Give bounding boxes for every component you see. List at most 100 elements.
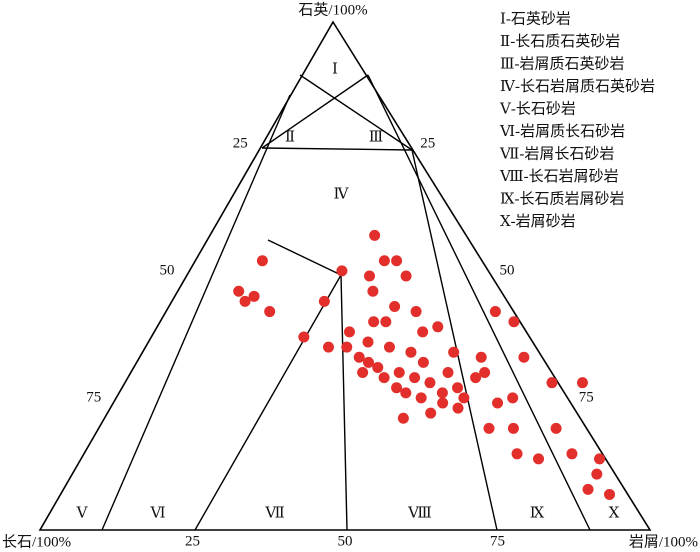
data-point [239,295,251,307]
data-point [405,346,417,358]
data-point [391,255,403,267]
data-point [470,372,482,384]
data-point [425,407,437,419]
boundary-line [411,149,498,531]
data-point [452,382,464,394]
data-point [357,367,369,379]
data-point [566,448,578,460]
data-point [582,483,594,495]
boundary-line [267,239,342,276]
data-point [475,351,487,363]
data-point [409,372,421,384]
data-point [436,387,448,399]
legend-entry: Ⅱ-长石质石英砂岩 [500,32,620,50]
right-tick-label: 50 [500,262,515,278]
data-point [362,336,374,348]
data-point [372,361,384,373]
data-point [518,351,530,363]
data-point [410,306,422,318]
data-point [507,392,519,404]
data-point [353,351,365,363]
bottom-tick-label: 25 [185,533,200,549]
legend-entry: Ⅵ-岩屑质长石砂岩 [499,123,625,140]
region-label: Ⅴ [76,505,89,521]
legend-entry: Ⅹ-岩屑砂岩 [500,213,576,230]
legend-entry: Ⅴ-长石砂岩 [499,100,576,117]
data-point [546,377,558,389]
region-label: Ⅱ [285,129,295,145]
data-point [298,331,310,343]
apex-label: 长石/100% [2,533,71,550]
right-tick-label: 25 [420,135,435,151]
legend-entry: Ⅲ-岩屑质石英砂岩 [500,54,624,72]
data-point [432,321,444,333]
apex-label: 岩屑/100% [629,533,698,550]
legend-entry: Ⅶ-岩屑长石砂岩 [499,145,614,162]
data-point [397,412,409,424]
left-tick-label: 75 [86,389,101,405]
data-point [507,422,519,434]
region-label: Ⅳ [334,186,350,202]
data-point [383,341,395,353]
data-point [550,422,562,434]
data-point [417,356,429,368]
data-point [417,326,429,338]
left-tick-label: 25 [233,135,248,151]
region-label: Ⅰ [332,61,338,77]
data-point [369,229,381,241]
boundary-line [101,94,291,531]
field-boundaries [101,74,591,531]
data-point [533,453,545,465]
legend-entry: Ⅰ-石英砂岩 [500,9,571,27]
data-point [248,290,260,302]
legend-entry: Ⅷ-长石岩屑砂岩 [499,168,619,185]
region-label: Ⅵ [149,505,165,521]
data-point [483,422,495,434]
data-point [576,377,588,389]
data-point [511,448,523,460]
data-point [380,316,392,328]
boundary-line [340,274,348,531]
data-point [415,392,427,404]
data-point [378,255,390,267]
data-point [489,306,501,318]
data-point [364,270,375,282]
data-point [424,377,436,389]
data-point [594,453,606,465]
legend-entry: Ⅸ-长石质岩屑砂岩 [500,190,624,207]
data-point [341,341,353,353]
data-point [389,300,401,312]
data-point [448,346,460,358]
data-point [604,488,616,500]
data-point [378,372,390,384]
left-tick-label: 50 [160,262,175,278]
bottom-tick-label: 50 [338,533,353,549]
data-point [400,387,412,399]
apex-label: 石英/100% [298,0,367,18]
region-label: Ⅲ [369,129,383,145]
data-point [400,270,412,282]
data-point [479,367,491,379]
data-point [264,306,276,318]
data-point [393,367,405,379]
data-point [508,316,520,328]
data-point [343,326,355,338]
bottom-tick-label: 75 [490,533,505,549]
data-point [437,397,449,409]
boundary-line [194,274,342,531]
data-point [591,468,603,480]
boundary-line [261,147,413,151]
right-tick-label: 75 [579,389,594,405]
triangle-frame [38,20,652,531]
region-label: Ⅹ [609,505,620,521]
boundary-line [299,74,413,151]
legend-entry: Ⅳ-长石岩屑质石英砂岩 [500,77,655,95]
data-point [336,265,348,277]
data-point [233,285,245,297]
boundary-line [367,74,591,531]
data-point [367,285,379,297]
region-label: Ⅶ [264,505,284,521]
data-point [492,397,504,409]
data-point [318,295,330,307]
